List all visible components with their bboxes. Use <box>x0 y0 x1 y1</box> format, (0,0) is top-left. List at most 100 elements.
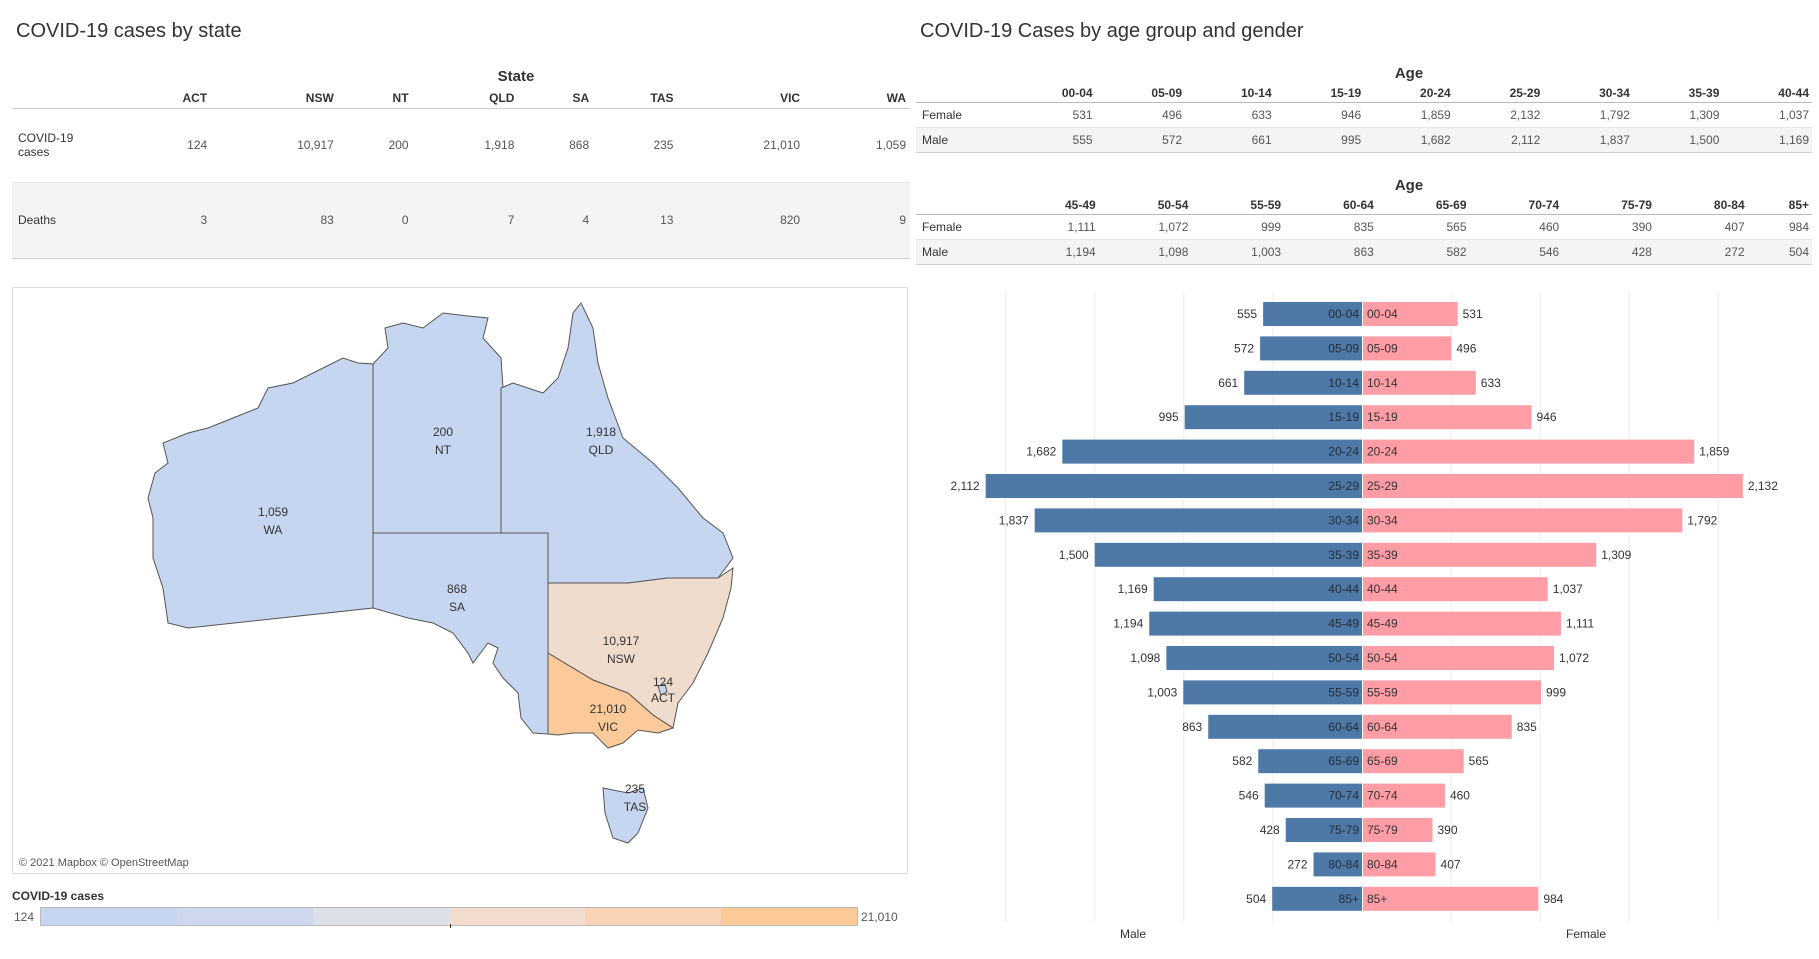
age-col-header: 00-04 <box>1006 84 1096 103</box>
table-cell: 460 <box>1469 214 1563 240</box>
age-col-header: 45-49 <box>1006 196 1099 215</box>
category-label-male: 10-14 <box>1328 376 1359 390</box>
table-cell: 2,112 <box>1453 127 1544 153</box>
bar-male <box>985 474 1362 498</box>
category-label-female: 65-69 <box>1367 754 1398 768</box>
age-col-header: 75-79 <box>1562 196 1655 215</box>
age-group-header: Age <box>1394 64 1424 82</box>
category-label-male: 50-54 <box>1328 651 1359 665</box>
col-header-tas: TAS <box>593 88 678 109</box>
legend-segment <box>585 908 721 925</box>
category-label-male: 70-74 <box>1328 789 1359 803</box>
category-label-female: 55-59 <box>1367 685 1398 699</box>
state-shape-act[interactable] <box>657 683 668 696</box>
category-label-female: 40-44 <box>1367 582 1398 596</box>
data-label-male: 2,112 <box>951 479 980 493</box>
data-label-female: 496 <box>1456 341 1476 355</box>
table-cell: 820 <box>677 182 805 259</box>
data-label-female: 946 <box>1537 410 1557 424</box>
bar-female <box>1363 611 1561 636</box>
bar-female <box>1363 302 1458 326</box>
table-cell: 428 <box>1562 239 1655 265</box>
state-shape-tas[interactable] <box>602 787 649 844</box>
table-cell: 1,003 <box>1191 239 1285 265</box>
age-gender-pyramid-chart: 00-04 00-04 555 531 05-09 05-09 572 496 10-14 10-… <box>951 292 1778 922</box>
bar-male <box>1244 370 1362 395</box>
state-table: State ACT NSW NT QLD SA TAS VIC WA COVID… <box>12 64 910 259</box>
bar-female <box>1363 474 1743 498</box>
map-label-state-sa: SA <box>449 600 465 614</box>
bar-female <box>1363 508 1683 533</box>
table-cell: 868 <box>518 108 594 183</box>
data-label-female: 1,111 <box>1566 617 1595 631</box>
category-label-male: 60-64 <box>1328 720 1359 734</box>
legend-title: COVID-19 cases <box>12 889 105 903</box>
bar-male <box>1034 508 1362 533</box>
data-label-female: 407 <box>1441 857 1461 871</box>
table-cell: 3 <box>122 182 212 259</box>
table-cell: 13 <box>593 182 678 259</box>
map-canvas[interactable]: 1,059 WA 200 NT 1,918 QLD 868 SA 10,917 … <box>13 288 909 875</box>
state-shape-vic[interactable] <box>547 652 675 749</box>
table-cell: 1,111 <box>1006 214 1099 240</box>
map-label-state-act: ACT <box>651 691 676 705</box>
row-label-female: Female <box>916 102 1006 128</box>
axis-label-male: Male <box>1120 927 1147 941</box>
category-label-female: 85+ <box>1367 892 1387 906</box>
state-shape-sa[interactable] <box>372 532 549 735</box>
legend-segment <box>449 908 585 925</box>
data-label-female: 2,132 <box>1748 479 1778 493</box>
table-cell: 2,132 <box>1453 102 1544 128</box>
table-cell: 235 <box>593 108 678 183</box>
table-cell: 200 <box>337 108 413 183</box>
data-label-female: 633 <box>1481 376 1501 390</box>
state-shape-wa[interactable] <box>147 357 374 629</box>
data-label-male: 1,003 <box>1147 685 1177 699</box>
bar-female <box>1363 542 1597 567</box>
data-label-female: 1,037 <box>1553 582 1583 596</box>
data-label-male: 1,500 <box>1059 548 1089 562</box>
table-cell: 1,309 <box>1632 102 1723 128</box>
state-shape-nt[interactable] <box>372 312 504 534</box>
table-cell: 272 <box>1654 239 1748 265</box>
bar-male <box>1260 336 1362 361</box>
bar-female <box>1363 439 1695 464</box>
age-col-header: 55-59 <box>1191 196 1285 215</box>
data-label-female: 565 <box>1469 754 1489 768</box>
australia-map[interactable]: 1,059 WA 200 NT 1,918 QLD 868 SA 10,917 … <box>12 287 908 874</box>
category-label-female: 30-34 <box>1367 513 1398 527</box>
bar-male <box>1062 439 1362 464</box>
data-label-male: 863 <box>1182 720 1202 734</box>
bar-male <box>1183 680 1362 705</box>
map-label-value-nsw: 10,917 <box>603 634 640 648</box>
data-label-male: 1,682 <box>1026 445 1056 459</box>
category-label-male: 40-44 <box>1328 582 1359 596</box>
category-label-female: 80-84 <box>1367 857 1398 871</box>
table-cell: 531 <box>1006 102 1096 128</box>
category-label-male: 65-69 <box>1328 754 1359 768</box>
table-cell: 1,169 <box>1722 127 1812 153</box>
row-label-deaths: Deaths <box>12 182 122 259</box>
table-cell: 546 <box>1469 239 1563 265</box>
table-cell: 10,917 <box>211 108 338 183</box>
data-label-male: 555 <box>1237 307 1257 321</box>
table-cell: 984 <box>1747 214 1812 240</box>
category-label-female: 25-29 <box>1367 479 1398 493</box>
bar-female <box>1363 749 1464 774</box>
category-label-male: 05-09 <box>1328 341 1359 355</box>
age-col-header: 35-39 <box>1632 84 1723 103</box>
table-cell: 496 <box>1095 102 1186 128</box>
legend-segment <box>41 908 177 925</box>
category-label-female: 35-39 <box>1367 548 1398 562</box>
age-col-header: 30-34 <box>1543 84 1633 103</box>
data-label-male: 272 <box>1288 857 1308 871</box>
category-label-female: 05-09 <box>1367 341 1398 355</box>
bar-female <box>1363 336 1452 361</box>
map-label-state-nsw: NSW <box>607 652 636 666</box>
age-table-1: Age 00-04 05-09 10-14 15-19 20-24 25-29 … <box>916 62 1812 153</box>
bar-male <box>1149 611 1362 636</box>
table-cell: 1,194 <box>1006 239 1099 265</box>
age-table-2: Age 45-49 50-54 55-59 60-64 65-69 70-74 … <box>916 174 1812 265</box>
category-label-male: 80-84 <box>1328 857 1359 871</box>
table-cell: 1,792 <box>1543 102 1633 128</box>
